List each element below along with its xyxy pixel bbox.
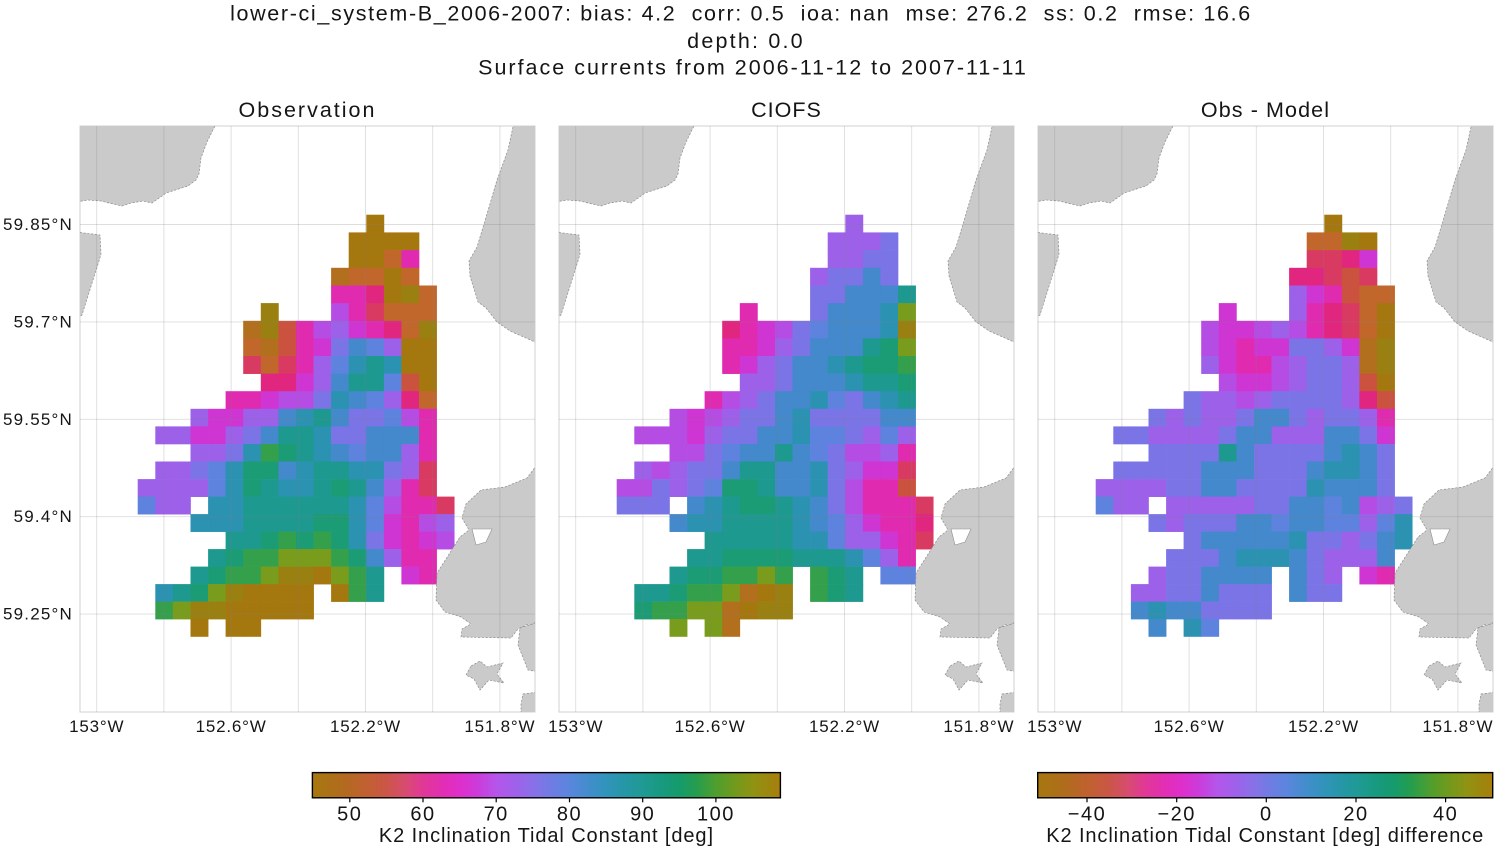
svg-text:152.2°W: 152.2°W [809,717,880,736]
svg-text:K2 Inclination Tidal Constant: K2 Inclination Tidal Constant [deg] diff… [1046,825,1484,847]
svg-text:152.2°W: 152.2°W [1288,717,1359,736]
svg-text:Obs - Model: Obs - Model [1201,98,1330,122]
svg-text:depth: 0.0: depth: 0.0 [687,29,805,53]
svg-text:152.6°W: 152.6°W [675,717,746,736]
svg-text:40: 40 [1433,804,1458,826]
svg-text:100: 100 [697,804,735,826]
svg-text:59.7°N: 59.7°N [14,312,73,331]
svg-text:−20: −20 [1157,804,1195,826]
svg-text:152.2°W: 152.2°W [330,717,401,736]
svg-text:59.85°N: 59.85°N [3,215,73,234]
svg-text:70: 70 [484,804,509,826]
svg-text:K2 Inclination Tidal Constant: K2 Inclination Tidal Constant [deg] [379,825,714,847]
svg-text:60: 60 [410,804,435,826]
svg-text:153°W: 153°W [69,717,124,736]
svg-text:152.6°W: 152.6°W [1154,717,1225,736]
svg-text:80: 80 [557,804,582,826]
svg-text:20: 20 [1343,804,1368,826]
svg-text:90: 90 [630,804,655,826]
svg-text:59.4°N: 59.4°N [14,507,73,526]
svg-text:59.55°N: 59.55°N [3,410,73,429]
svg-text:153°W: 153°W [1027,717,1082,736]
svg-text:−40: −40 [1068,804,1106,826]
svg-text:59.25°N: 59.25°N [3,605,73,624]
svg-text:151.8°W: 151.8°W [1422,717,1493,736]
svg-text:CIOFS: CIOFS [751,98,822,122]
svg-text:153°W: 153°W [548,717,603,736]
svg-text:151.8°W: 151.8°W [464,717,535,736]
svg-text:152.6°W: 152.6°W [196,717,267,736]
svg-text:0: 0 [1260,804,1273,826]
svg-text:50: 50 [337,804,362,826]
svg-text:Surface currents from 2006-11-: Surface currents from 2006-11-12 to 2007… [478,56,1028,80]
svg-text:151.8°W: 151.8°W [943,717,1014,736]
svg-text:Observation: Observation [239,98,377,122]
svg-text:lower-ci_system-B_2006-2007: b: lower-ci_system-B_2006-2007: bias: 4.2 c… [230,2,1252,26]
